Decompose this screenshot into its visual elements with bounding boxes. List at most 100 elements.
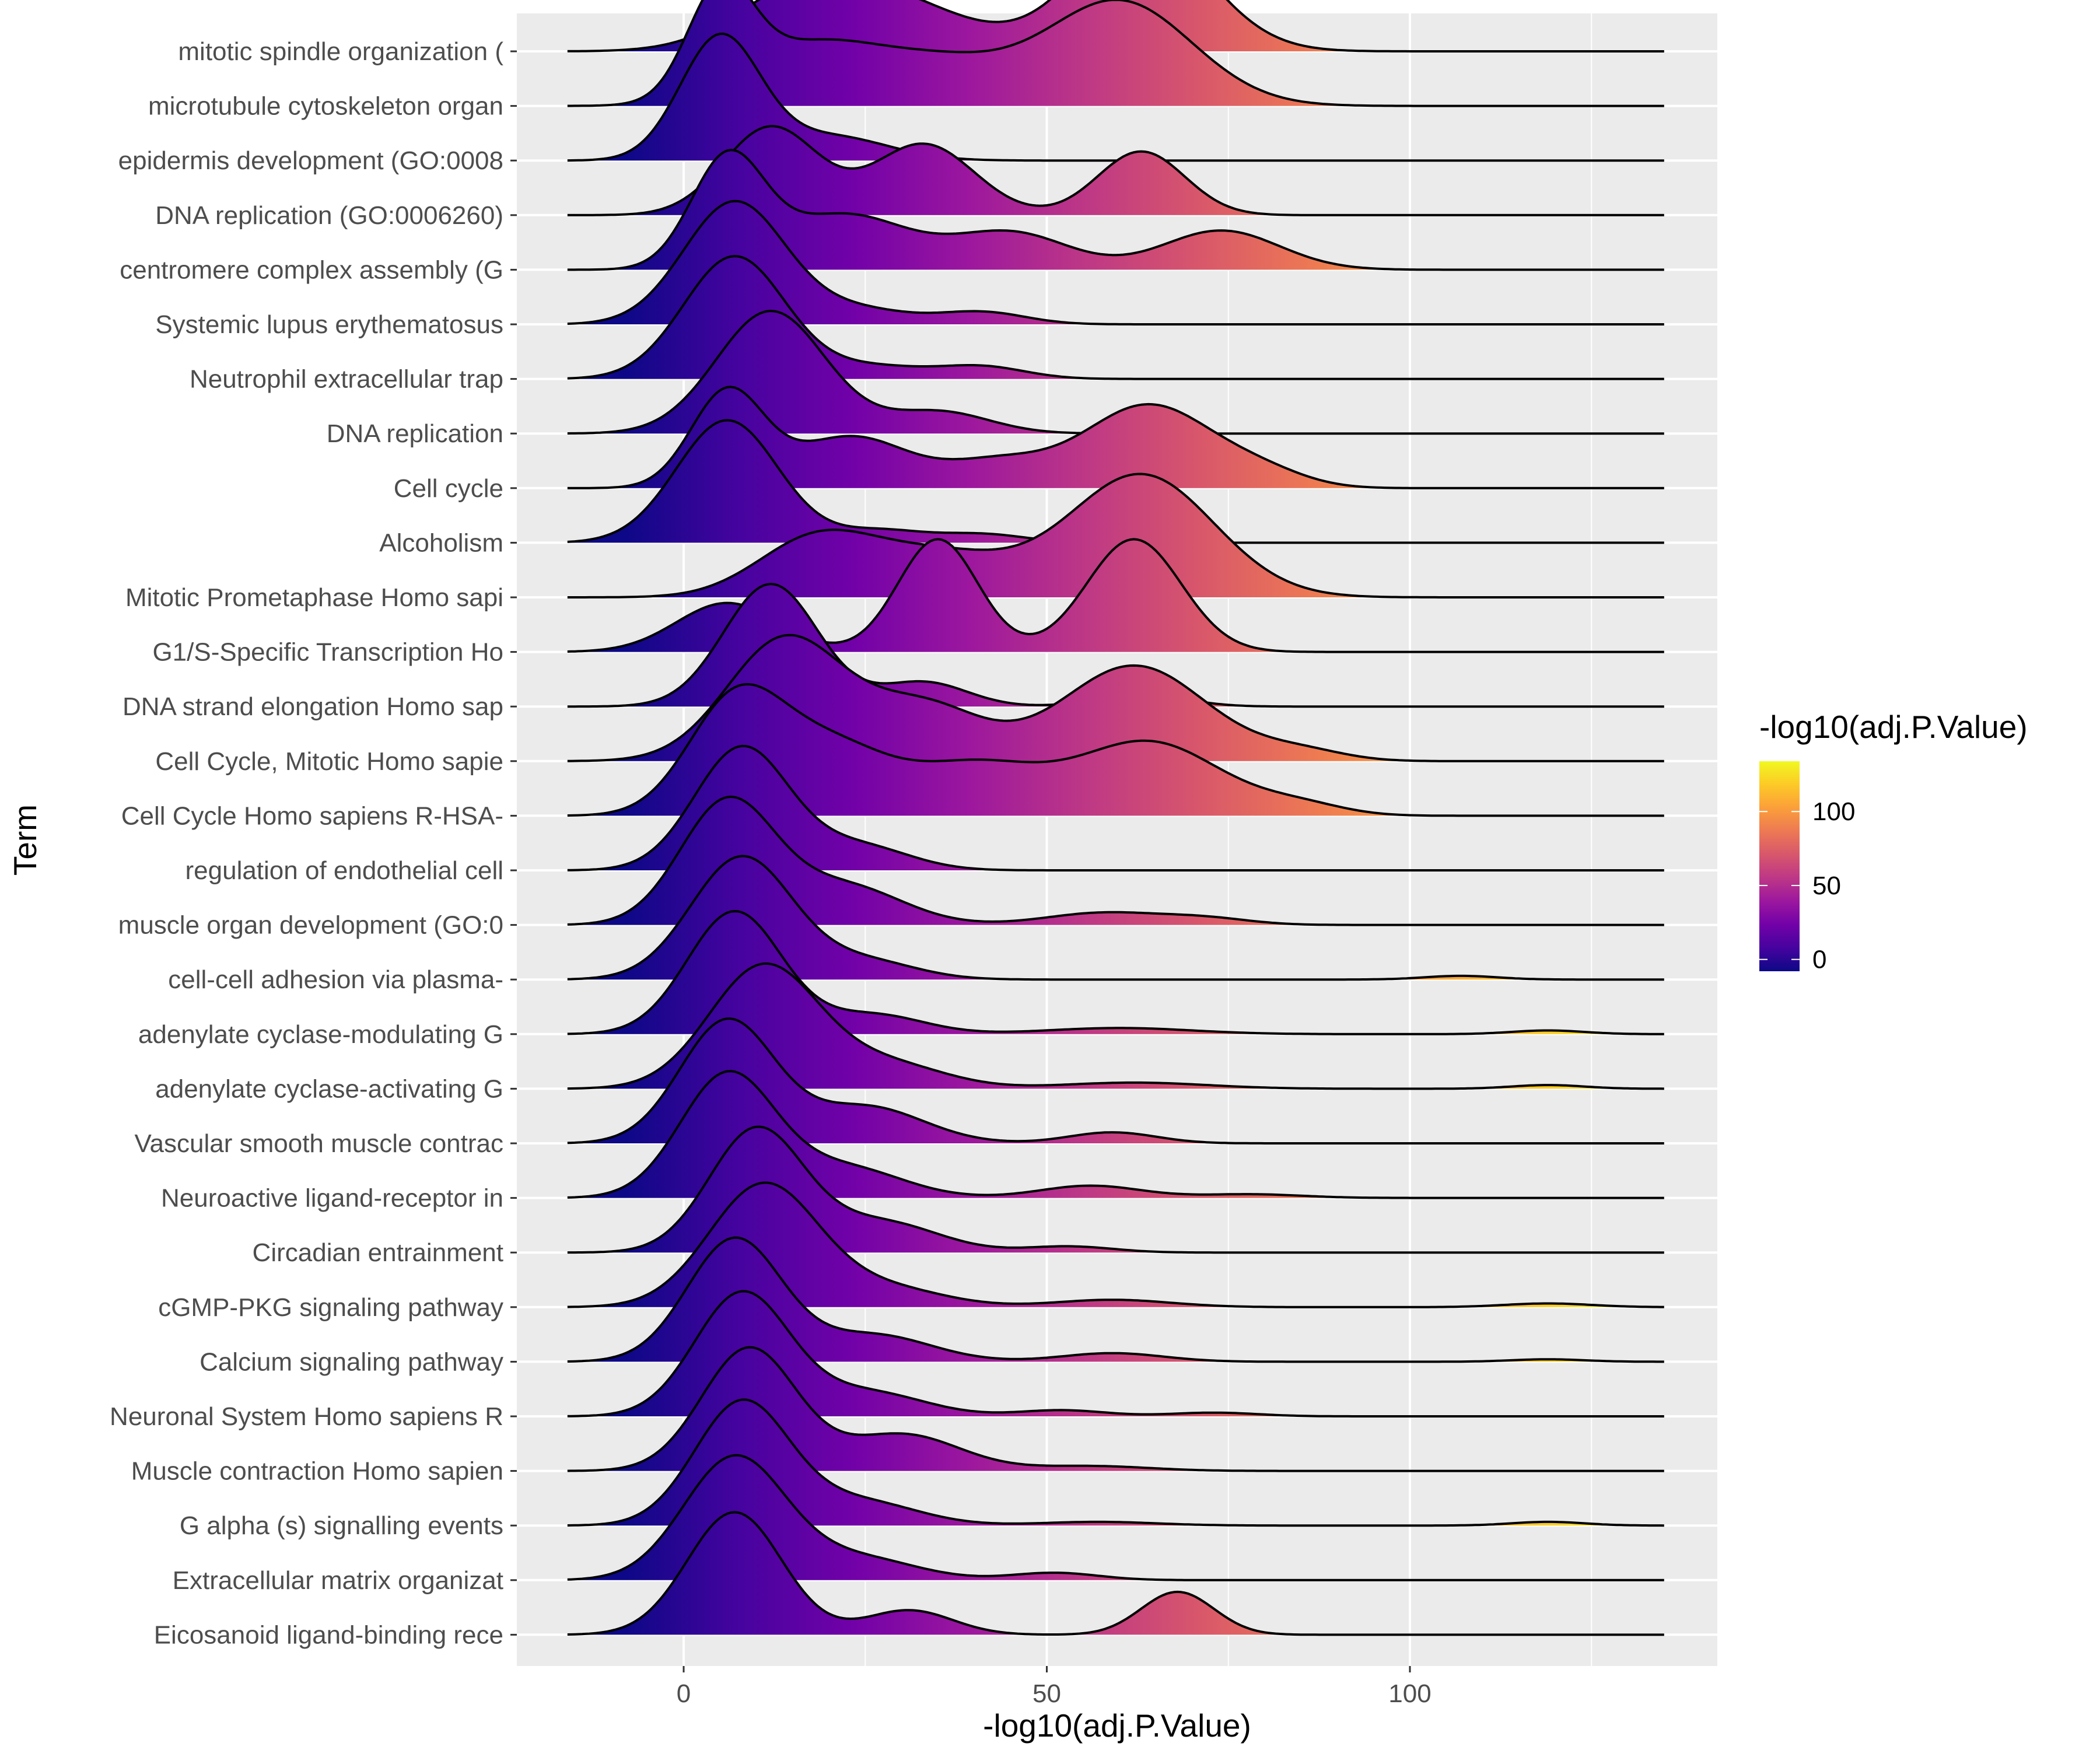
ridge-outline: [567, 1454, 1664, 1581]
y-tick-label: Muscle contraction Homo sapien: [131, 1457, 503, 1486]
legend-tick-label: 50: [1812, 872, 1841, 900]
ridge-4: [567, 149, 1664, 271]
ridge-outline: [567, 1346, 1664, 1472]
ridge-outline: [567, 1017, 1664, 1144]
ridge-fill: [567, 1347, 1664, 1471]
ridge-outline: [567, 255, 1664, 380]
ridge-outline: [567, 1511, 1664, 1636]
ridge-outline: [567, 855, 1664, 981]
ridge-outline: [567, 795, 1664, 926]
ridge-19: [567, 962, 1664, 1090]
ridge-fill: [567, 856, 1664, 980]
ridge-fill: [567, 539, 1664, 652]
y-tick-label: Neuroactive ligand-receptor in: [161, 1184, 503, 1213]
x-tick-label: 100: [1388, 1679, 1431, 1708]
y-tick-label: Cell Cycle Homo sapiens R-HSA-: [121, 802, 503, 830]
y-tick-label: Systemic lupus erythematosus: [155, 310, 503, 339]
x-axis: 0 50 100: [677, 1666, 1432, 1708]
legend: -log10(adj.P.Value) 0 50 100: [1759, 709, 2028, 974]
ridge-fill: [567, 0, 1664, 106]
ridge-outline: [567, 1290, 1664, 1418]
y-tick-label: DNA replication: [327, 419, 503, 448]
y-tick-label: Vascular smooth muscle contrac: [134, 1129, 503, 1158]
y-axis-title: Term: [7, 804, 43, 876]
ridge-fill: [567, 1455, 1664, 1580]
y-tick-label: adenylate cyclase-modulating G: [138, 1020, 503, 1049]
ridge-outline: [567, 386, 1664, 489]
ridge-fill: [567, 635, 1664, 761]
ridge-28: [567, 1454, 1664, 1581]
ridge-21: [567, 1070, 1664, 1199]
ridge-fill: [567, 1126, 1664, 1253]
ridge-fill: [567, 201, 1664, 324]
ridge-17: [567, 855, 1664, 981]
ridge-fill: [567, 126, 1664, 215]
ridge-14: [567, 683, 1664, 817]
minor-gridlines: [501, 13, 1592, 1666]
ridge-outline: [567, 0, 1664, 107]
ridge-fill: [567, 1237, 1664, 1362]
ridge-fill: [567, 963, 1664, 1089]
y-axis: mitotic spindle organization ( microtubul…: [110, 37, 517, 1649]
ridge-1: [567, 0, 1664, 107]
ridge-29: [567, 1511, 1664, 1636]
x-axis-title: -log10(adj.P.Value): [983, 1707, 1251, 1744]
y-tick-label: Eicosanoid ligand-binding rece: [154, 1620, 503, 1649]
ridge-23: [567, 1181, 1664, 1308]
y-tick-label: mitotic spindle organization (: [178, 37, 503, 66]
y-tick-label: epidermis development (GO:0008: [118, 146, 503, 175]
ridge-fill: [567, 474, 1664, 597]
ridge-5: [567, 200, 1664, 326]
ridge-outline: [567, 1070, 1664, 1199]
y-tick-label: microtubule cytoskeleton organ: [148, 92, 503, 121]
y-tick-label: centromere complex assembly (G: [120, 256, 503, 284]
y-tick-label: adenylate cyclase-activating G: [155, 1074, 503, 1103]
y-tick-label: Circadian entrainment: [253, 1238, 503, 1267]
ridge-24: [567, 1236, 1664, 1363]
ridge-fill: [567, 387, 1664, 488]
ridge-outline: [567, 1398, 1664, 1527]
y-tick-label: Neuronal System Homo sapiens R: [110, 1402, 503, 1431]
ridge-fill: [567, 1019, 1664, 1143]
ridge-fill: [567, 33, 1664, 161]
ridge-fill: [567, 150, 1664, 270]
ridge-22: [567, 1125, 1664, 1254]
ridge-fill: [567, 1291, 1664, 1416]
x-tick-label: 50: [1032, 1679, 1061, 1708]
ridge-fill: [567, 684, 1664, 816]
ridge-16: [567, 795, 1664, 926]
ridge-fill: [567, 796, 1664, 925]
ridge-fill: [567, 1182, 1664, 1307]
ridge-fill: [567, 311, 1664, 434]
legend-tick-label: 0: [1812, 946, 1826, 974]
y-tick-label: G1/S-Specific Transcription Ho: [152, 638, 503, 667]
ridges: [567, 0, 1664, 1636]
ridge-fill: [567, 746, 1664, 870]
y-tick-label: regulation of endothelial cell: [186, 856, 504, 885]
y-tick-label: Neutrophil extracellular trap: [190, 365, 503, 394]
ridge-15: [567, 744, 1664, 872]
legend-title: -log10(adj.P.Value): [1759, 709, 2028, 745]
y-tick-label: DNA strand elongation Homo sap: [123, 692, 503, 721]
ridge-27: [567, 1398, 1664, 1527]
ridge-fill: [567, 1399, 1664, 1526]
y-tick-label: G alpha (s) signalling events: [180, 1511, 503, 1540]
y-tick-label: cGMP-PKG signaling pathway: [158, 1293, 503, 1322]
ridge-outline: [567, 910, 1664, 1035]
ridge-outline: [567, 634, 1664, 762]
y-tick-label: muscle organ development (GO:0: [118, 911, 503, 940]
y-tick-label: cell-cell adhesion via plasma-: [168, 965, 503, 994]
ridge-26: [567, 1346, 1664, 1472]
ridge-outline: [567, 1125, 1664, 1254]
legend-colorbar: [1759, 761, 1800, 971]
ridge-outline: [567, 962, 1664, 1090]
ridge-outline: [567, 473, 1664, 598]
y-tick-label: DNA replication (GO:0006260): [155, 201, 503, 230]
ridge-fill: [567, 1071, 1664, 1198]
legend-tick-label: 100: [1812, 797, 1855, 826]
y-tick-label: Cell cycle: [394, 474, 503, 503]
x-tick-label: 0: [677, 1679, 691, 1708]
ridge-outline: [567, 1236, 1664, 1363]
y-tick-label: Calcium signaling pathway: [200, 1348, 503, 1376]
